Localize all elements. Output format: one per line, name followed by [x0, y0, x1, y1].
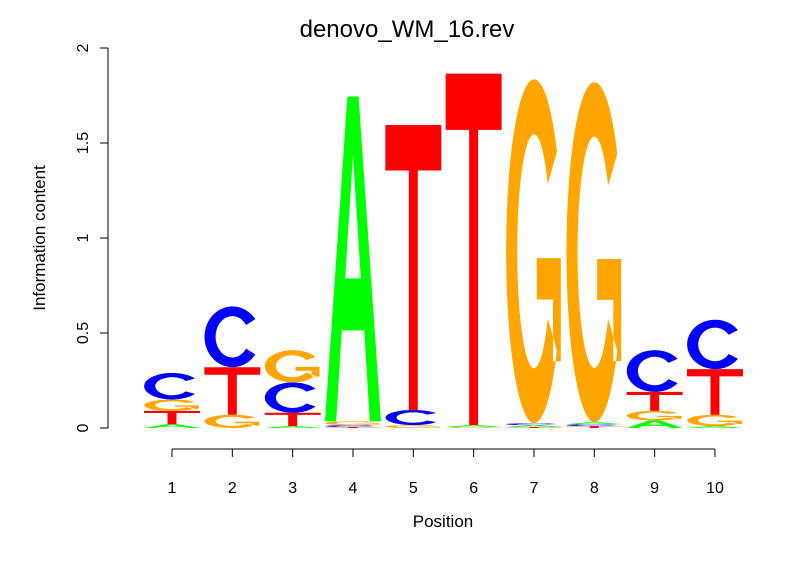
- y-tick-label: 2: [75, 43, 92, 52]
- logo-letter-T: [385, 124, 442, 410]
- x-tick-label: 4: [349, 480, 358, 497]
- logo-letter-C: [264, 382, 316, 413]
- x-tick-label: 2: [228, 480, 237, 497]
- logo-letter-T: [445, 73, 502, 426]
- logo-letter-G: [626, 410, 682, 421]
- logo-letter-G: [144, 399, 199, 411]
- x-tick-label: 1: [168, 480, 177, 497]
- logo-letter-C: [204, 306, 256, 368]
- x-tick-label: 8: [590, 480, 599, 497]
- logo-letter-T: [144, 410, 200, 425]
- logo-letter-A: [626, 420, 683, 428]
- logo-letter-T: [505, 427, 562, 428]
- logo-letter-C: [325, 425, 376, 428]
- logo-letter-C: [506, 423, 557, 426]
- y-axis-label: Information content: [30, 165, 49, 311]
- logo-letter-G: [264, 350, 320, 383]
- logo-letter-A: [324, 96, 381, 422]
- logo-letter-G: [325, 421, 380, 426]
- logo-letter-T: [204, 367, 261, 415]
- logo-letter-T: [626, 391, 683, 411]
- logo-letter-C: [385, 409, 437, 426]
- logo-letter-T: [566, 426, 623, 428]
- x-tick-label: 6: [469, 480, 478, 497]
- logo-letter-A: [505, 425, 562, 428]
- x-axis-label: Position: [413, 512, 473, 531]
- logo-letter-C: [566, 424, 618, 427]
- chart-title: denovo_WM_16.rev: [300, 16, 515, 43]
- logo-letter-G: [506, 79, 561, 424]
- x-tick-label: 9: [650, 480, 659, 497]
- logo-letter-A: [264, 426, 321, 428]
- x-axis: 1 2 3 4 5 6 7 8 9 10: [168, 448, 724, 497]
- logo-letter-C: [144, 372, 195, 400]
- logo-letter-T: [324, 427, 381, 428]
- logo-letter-C: [687, 319, 738, 370]
- y-tick-label: 1: [75, 233, 92, 242]
- logo-letter-G: [385, 425, 441, 428]
- y-tick-label: 1.5: [75, 132, 92, 154]
- x-tick-label: 3: [288, 480, 297, 497]
- y-tick-label: 0.5: [75, 322, 92, 344]
- logo-letter-G: [566, 82, 622, 423]
- logo-letter-A: [686, 426, 743, 428]
- x-tick-label: 5: [409, 480, 418, 497]
- logo-letter-G: [204, 414, 260, 428]
- logo-letter-T: [264, 412, 321, 427]
- logo-letter-T: [686, 369, 743, 415]
- logo-letter-A: [566, 422, 623, 425]
- logo-letter-A: [445, 425, 502, 428]
- logo-letter-C: [626, 350, 678, 392]
- y-tick-label: 0: [75, 423, 92, 432]
- x-tick-label: 7: [530, 480, 539, 497]
- logo-letter-G: [687, 414, 742, 427]
- logo-letters: [144, 73, 743, 428]
- y-axis: 0 0.5 1 1.5 2: [75, 43, 109, 432]
- logo-letter-G: [445, 427, 501, 428]
- logo-letter-A: [144, 424, 200, 428]
- x-tick-label: 10: [706, 480, 724, 497]
